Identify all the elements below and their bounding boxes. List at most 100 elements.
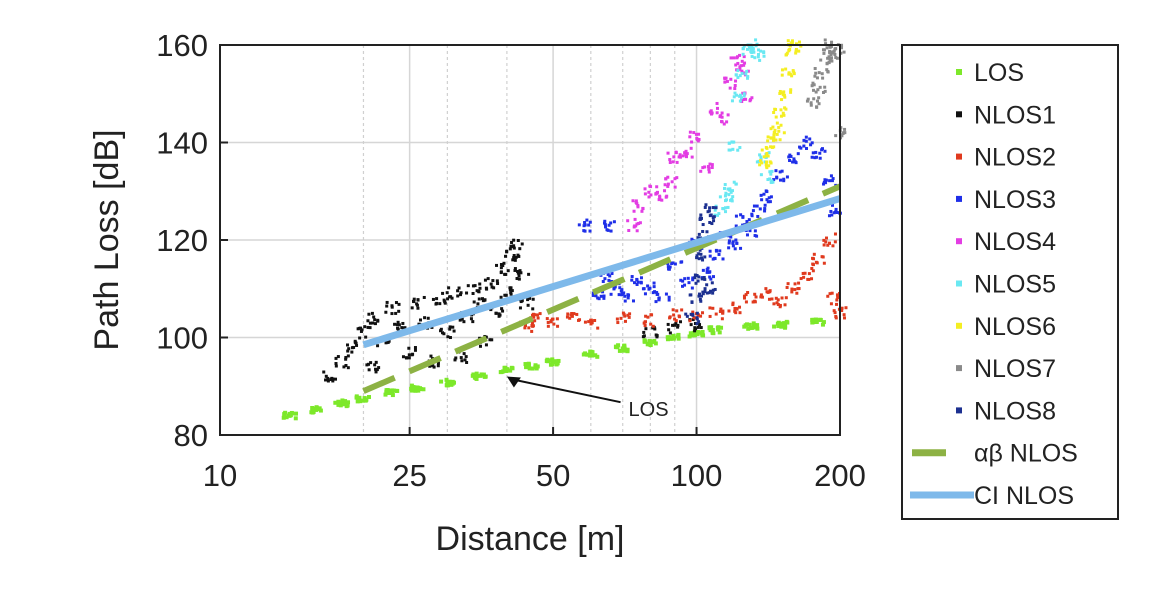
data-point (701, 166, 705, 170)
data-point (679, 278, 683, 282)
data-point (673, 185, 677, 189)
data-point (725, 120, 729, 124)
data-point (744, 97, 748, 101)
data-point (757, 48, 761, 52)
series-nlos8 (684, 203, 718, 326)
data-point (347, 347, 351, 351)
data-point (614, 344, 619, 349)
data-point (439, 379, 444, 384)
data-point (601, 280, 605, 284)
data-point (363, 325, 367, 329)
data-point (626, 313, 630, 317)
data-point (697, 252, 701, 256)
x-tick-label: 25 (392, 458, 426, 493)
data-point (764, 154, 768, 158)
data-point (465, 360, 469, 364)
data-point (709, 109, 713, 113)
data-point (413, 348, 417, 352)
data-point (578, 318, 582, 322)
data-point (471, 291, 475, 295)
data-point (755, 204, 759, 208)
data-point (499, 270, 503, 274)
data-point (390, 304, 394, 308)
data-point (728, 188, 732, 192)
data-point (824, 240, 828, 244)
legend-item: NLOS7 (956, 355, 1056, 383)
data-point (668, 158, 672, 162)
data-point (668, 331, 672, 335)
data-point (766, 178, 770, 182)
data-point (530, 366, 535, 371)
data-point (331, 377, 335, 381)
data-point (810, 266, 814, 270)
data-point (524, 323, 528, 327)
data-point (811, 263, 815, 267)
data-point (813, 66, 817, 70)
data-point (481, 297, 485, 301)
data-point (604, 225, 608, 229)
data-point (802, 275, 806, 279)
data-point (745, 233, 749, 237)
data-point (802, 144, 806, 148)
data-point (548, 362, 553, 367)
data-point (820, 322, 825, 327)
data-point (695, 136, 699, 140)
data-point (724, 199, 728, 203)
data-point (632, 209, 636, 213)
data-point (666, 184, 670, 188)
data-point (685, 155, 689, 159)
data-point (618, 286, 622, 290)
data-point (738, 311, 742, 315)
data-point (464, 355, 468, 359)
data-point (585, 218, 589, 222)
data-point (745, 47, 749, 51)
annotation-arrow (512, 378, 621, 404)
data-point (698, 323, 702, 327)
data-point (759, 295, 763, 299)
data-point (599, 294, 603, 298)
data-point (435, 301, 439, 305)
data-point (822, 180, 826, 184)
data-point (811, 151, 815, 155)
data-point (635, 229, 639, 233)
data-point (652, 338, 657, 343)
data-point (471, 372, 476, 377)
data-point (813, 74, 817, 78)
data-point (734, 182, 738, 186)
data-point (762, 50, 766, 54)
data-point (721, 311, 725, 315)
data-point (709, 277, 713, 281)
data-point (831, 51, 835, 55)
data-point (750, 96, 754, 100)
data-point (367, 312, 371, 316)
data-point (695, 322, 699, 326)
data-point (447, 379, 452, 384)
data-point (730, 99, 734, 103)
data-point (569, 313, 573, 317)
data-point (835, 293, 839, 297)
data-point (708, 214, 712, 218)
data-point (783, 324, 788, 329)
data-point (411, 299, 415, 303)
data-point (733, 91, 737, 95)
data-point (691, 278, 695, 282)
data-point (686, 276, 690, 280)
data-point (673, 317, 677, 321)
data-point (769, 127, 773, 131)
data-point (835, 56, 839, 60)
data-point (704, 203, 708, 207)
data-point (734, 307, 738, 311)
data-point (551, 317, 555, 321)
data-point (326, 376, 330, 380)
data-point (603, 219, 607, 223)
data-point (723, 80, 727, 84)
data-point (701, 268, 705, 272)
data-point (513, 267, 517, 271)
data-point (843, 127, 847, 131)
data-point (445, 380, 450, 385)
data-point (817, 102, 821, 106)
data-point (322, 370, 326, 374)
data-point (799, 44, 803, 48)
data-point (523, 326, 527, 330)
data-point (527, 326, 531, 330)
